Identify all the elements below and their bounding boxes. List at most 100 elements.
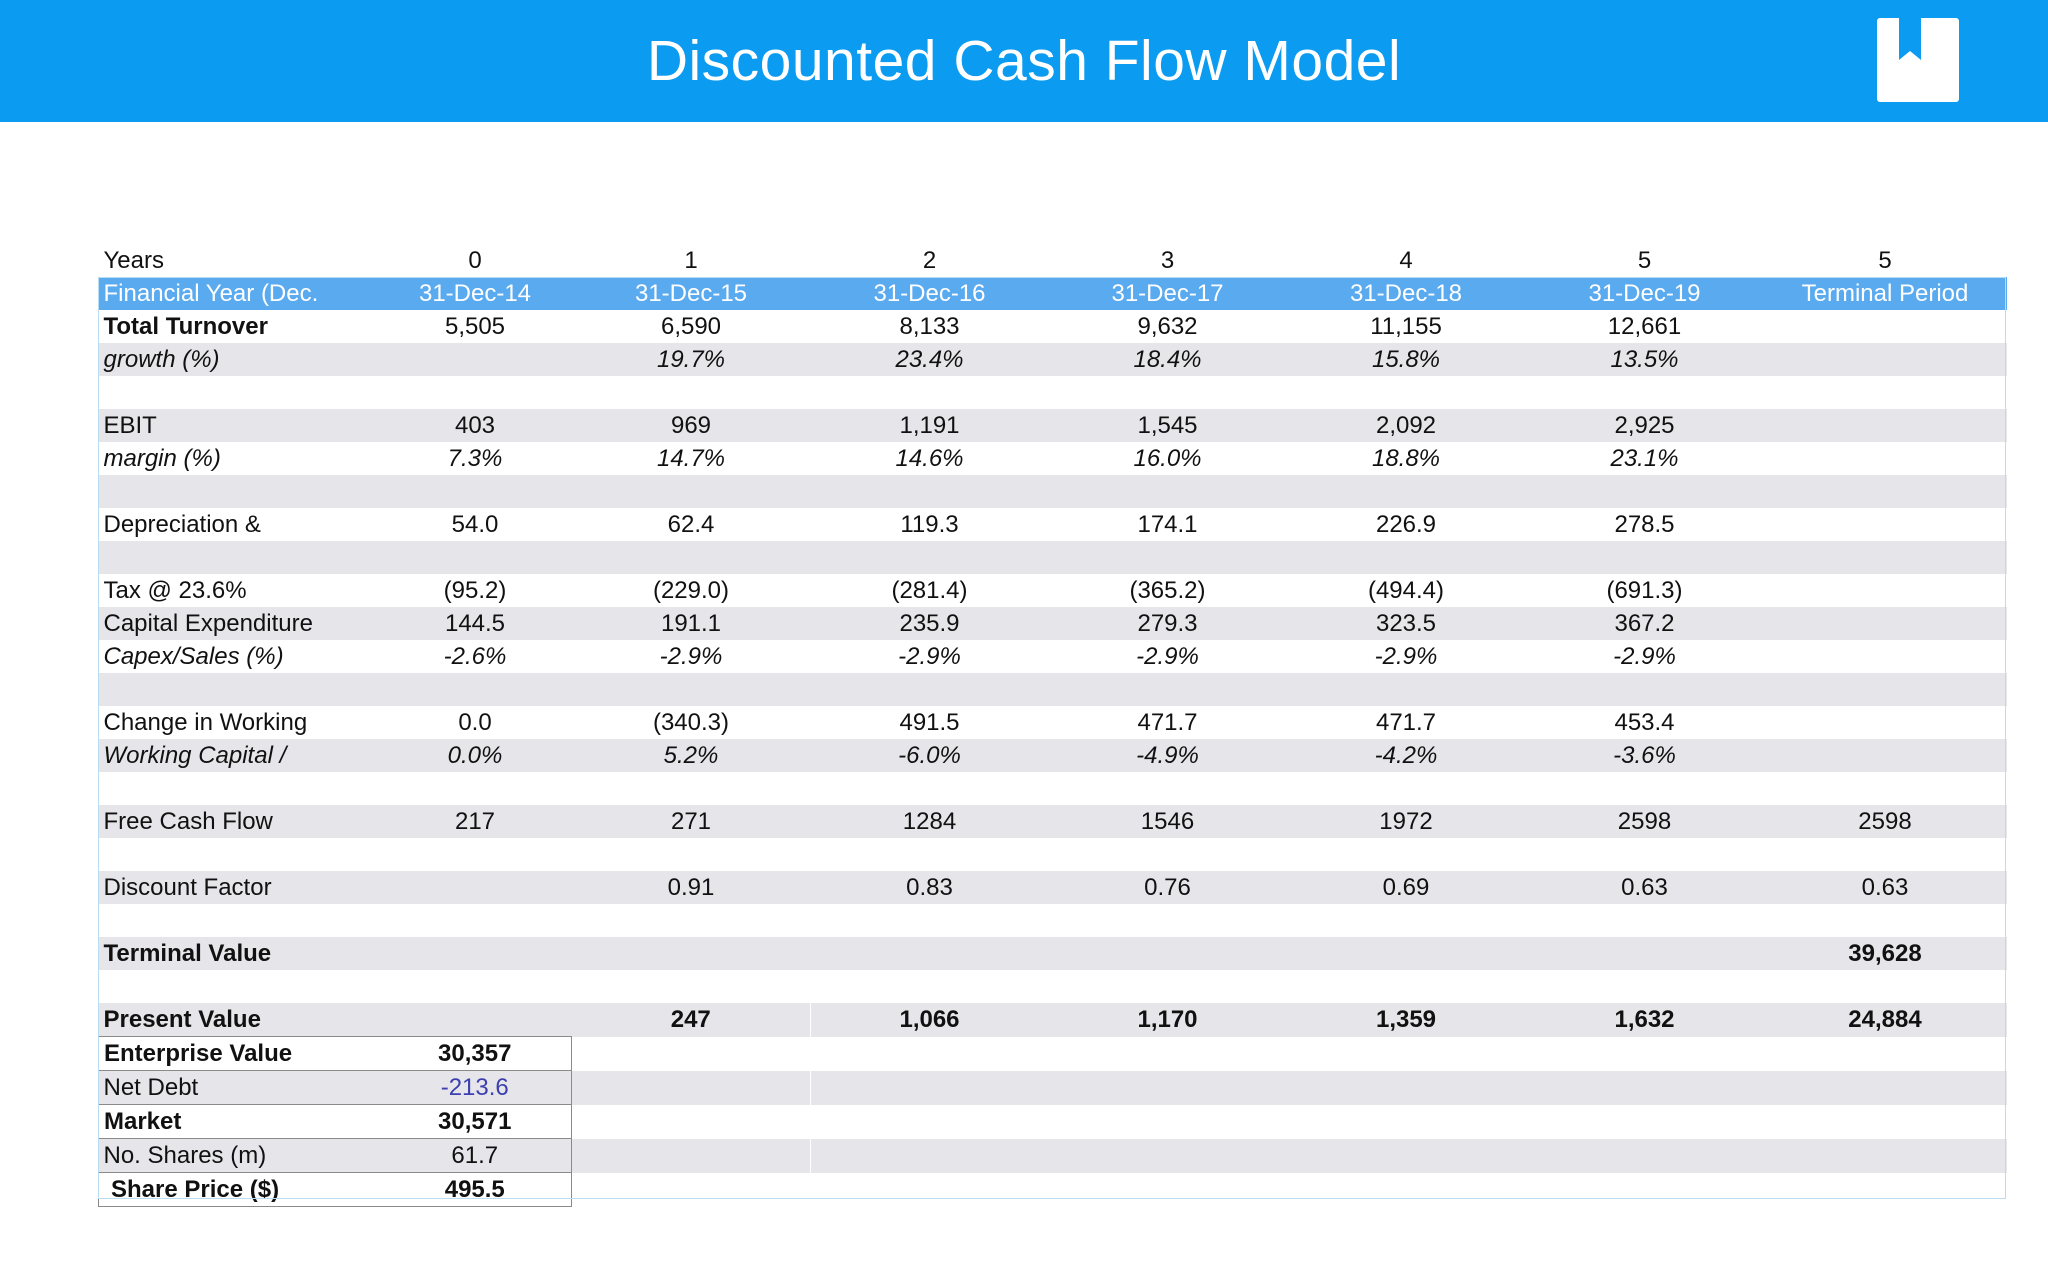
table-cell	[1525, 937, 1764, 970]
total-turnover-row: Total Turnover 5,505 6,590 8,133 9,632 1…	[99, 310, 2007, 343]
fy-label: Financial Year (Dec.	[98, 277, 379, 310]
table-cell: 144.5	[378, 607, 572, 640]
table-cell: 2598	[1763, 805, 2007, 838]
year-cell: 2	[810, 244, 1049, 277]
table-cell: 1,359	[1286, 1003, 1526, 1037]
table-cell: 13.5%	[1525, 343, 1764, 376]
shares-row: No. Shares (m) 61.7	[98, 1138, 2007, 1173]
table-cell: -2.9%	[659, 642, 723, 670]
year-cell: 3	[1048, 244, 1287, 277]
table-cell: (95.2)	[443, 576, 507, 604]
table-cell: 2598	[1525, 805, 1764, 838]
row-label: Change in Working	[103, 708, 308, 736]
capex-sales-row: Capex/Sales (%) -2.6% -2.9% -2.9% -2.9% …	[99, 640, 2007, 673]
net-debt-row: Net Debt -213.6	[98, 1070, 2007, 1105]
table-cell: 5,505	[444, 312, 506, 340]
table-cell: 9,632	[1137, 312, 1198, 340]
years-row: Years 0 1 2 3 4 5 5	[98, 244, 2007, 277]
fy-date-cell: 31-Dec-15	[571, 277, 811, 310]
table-cell: 0.63	[1763, 871, 2007, 904]
table-cell: (281.4)	[891, 576, 968, 604]
table-cell: 0.0	[458, 708, 492, 736]
table-cell: 0.0%	[378, 739, 572, 772]
table-cell: 1,191	[810, 409, 1049, 442]
spacer-row	[99, 970, 2007, 1003]
spacer-row	[98, 475, 2007, 508]
fy-date-cell: Terminal Period	[1763, 277, 2007, 310]
market-row: Market 30,571	[98, 1104, 2007, 1139]
table-cell: 174.1	[1137, 510, 1198, 538]
table-cell	[378, 343, 572, 376]
title-banner: Discounted Cash Flow Model	[0, 0, 2048, 122]
table-cell	[1763, 607, 2007, 640]
table-cell: 0.63	[1525, 871, 1764, 904]
table-cell: -4.9%	[1048, 739, 1287, 772]
change-working-capital-row: Change in Working 0.0 (340.3) 491.5 471.…	[99, 706, 2007, 739]
enterprise-value-row: Enterprise Value 30,357	[98, 1036, 2007, 1071]
spacer-row	[99, 904, 2007, 937]
spacer-row	[99, 772, 2007, 805]
row-label: Discount Factor	[98, 871, 379, 904]
table-cell: 14.6%	[895, 444, 964, 472]
table-cell: 7.3%	[447, 444, 503, 472]
table-cell: 18.4%	[1048, 343, 1287, 376]
table-cell: 453.4	[1614, 708, 1675, 736]
discount-factor-row: Discount Factor 0.91 0.83 0.76 0.69 0.63…	[98, 871, 2007, 904]
table-cell: (691.3)	[1606, 576, 1683, 604]
year-cell: 5	[1525, 244, 1764, 277]
row-label: Tax @ 23.6%	[103, 576, 247, 604]
terminal-value-row: Terminal Value 39,628	[98, 937, 2007, 970]
free-cash-flow-row: Free Cash Flow 217 271 1284 1546 1972 25…	[98, 805, 2007, 838]
summary-label: Enterprise Value	[98, 1036, 379, 1071]
table-cell: 119.3	[900, 510, 959, 538]
table-cell: 6,590	[660, 312, 722, 340]
fy-date-cell: 31-Dec-18	[1286, 277, 1526, 310]
table-cell: 235.9	[810, 607, 1049, 640]
table-cell: (229.0)	[652, 576, 730, 604]
table-cell: -4.2%	[1286, 739, 1526, 772]
summary-label: No. Shares (m)	[98, 1138, 379, 1173]
dcf-spreadsheet: Years 0 1 2 3 4 5 5 Financial Year (Dec.…	[98, 244, 2007, 1207]
row-label: Capital Expenditure	[98, 607, 379, 640]
ebit-row: EBIT 403 969 1,191 1,545 2,092 2,925	[98, 409, 2007, 442]
table-cell	[378, 871, 572, 904]
year-cell: 5	[1763, 244, 2007, 277]
summary-value: 495.5	[378, 1172, 572, 1207]
row-label: Terminal Value	[98, 937, 379, 970]
table-cell: -3.6%	[1525, 739, 1764, 772]
table-cell	[1763, 409, 2007, 442]
table-cell: 39,628	[1763, 937, 2007, 970]
table-cell: 471.7	[1375, 708, 1437, 736]
spacer-row	[98, 673, 2007, 706]
fy-date-cell: 31-Dec-19	[1525, 277, 1764, 310]
spacer-row	[98, 541, 2007, 574]
present-value-row: Present Value 247 1,066 1,170 1,359 1,63…	[98, 1003, 2007, 1037]
table-cell: 8,133	[899, 312, 960, 340]
table-cell: 226.9	[1375, 510, 1437, 538]
table-cell	[1764, 640, 2007, 673]
table-cell: 18.8%	[1371, 444, 1441, 472]
year-cell: 0	[378, 244, 572, 277]
table-cell: 247	[571, 1003, 811, 1037]
table-cell: 217	[378, 805, 572, 838]
row-label: margin (%)	[103, 444, 221, 472]
table-cell: 969	[571, 409, 811, 442]
table-cell	[810, 937, 1049, 970]
table-cell	[1286, 937, 1526, 970]
table-cell: 279.3	[1048, 607, 1287, 640]
summary-value: -213.6	[378, 1070, 572, 1105]
share-price-row: Share Price ($) 495.5	[98, 1172, 2007, 1207]
table-cell: -2.6%	[443, 642, 507, 670]
table-cell: 367.2	[1525, 607, 1764, 640]
table-cell: 271	[571, 805, 811, 838]
table-cell: 54.0	[451, 510, 499, 538]
table-cell: 1,170	[1048, 1003, 1287, 1037]
table-cell: 14.7%	[656, 444, 726, 472]
page-title: Discounted Cash Flow Model	[646, 29, 1402, 93]
fy-date-cell: 31-Dec-16	[810, 277, 1049, 310]
row-label: growth (%)	[98, 343, 379, 376]
table-cell: 0.91	[571, 871, 811, 904]
year-cell: 1	[571, 244, 811, 277]
table-cell	[378, 937, 572, 970]
table-cell: 278.5	[1614, 510, 1675, 538]
